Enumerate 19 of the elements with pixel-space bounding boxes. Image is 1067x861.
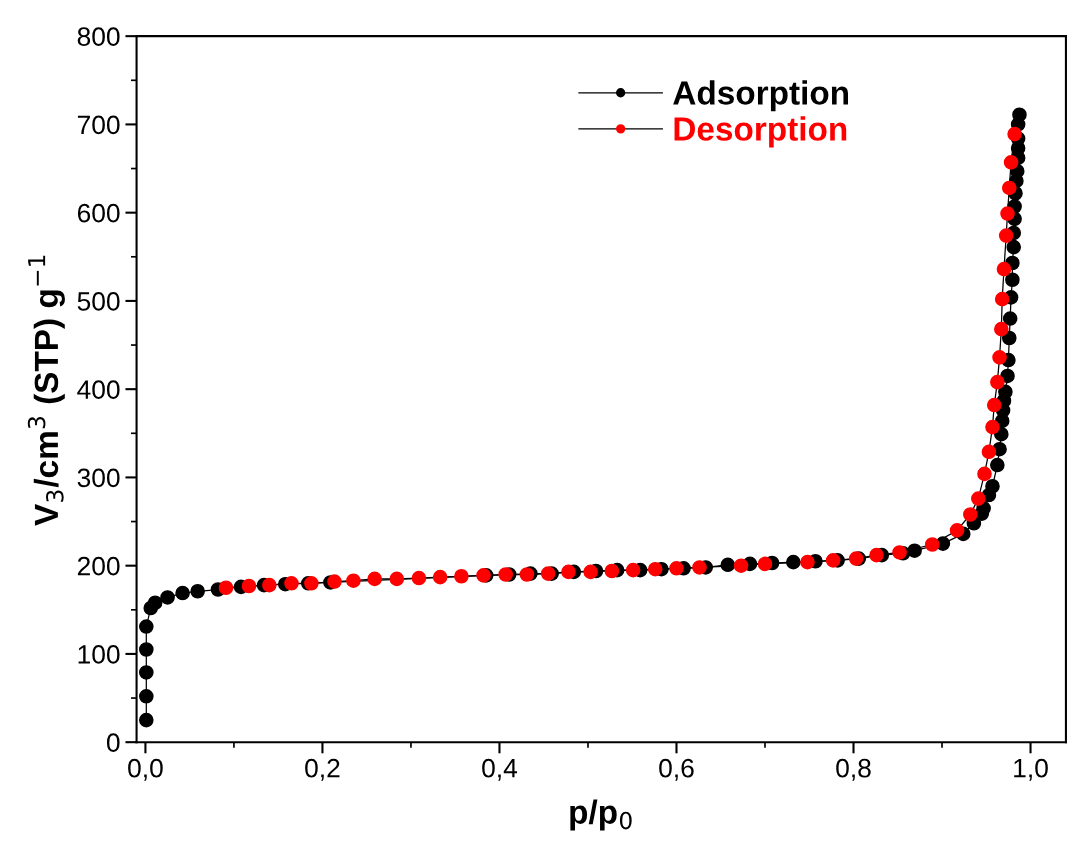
x-tick-label: 0,0 <box>128 758 163 781</box>
y-axis-title: V$_{3}$/cm$^{3}$ (STP) g$^{−1}$ <box>27 255 65 526</box>
y-tick-label: 300 <box>77 468 120 488</box>
y-tick-label: 400 <box>77 380 120 399</box>
y-tick-label: 0 <box>106 733 120 752</box>
x-tick-label: 0,6 <box>659 758 694 781</box>
y-tick-label: 800 <box>77 27 120 46</box>
x-tick-label: 0,4 <box>482 758 518 781</box>
x-tick-label: 0,8 <box>836 758 871 781</box>
y-tick-label: 500 <box>77 292 120 311</box>
legend-label: Adsorption <box>673 80 849 112</box>
y-tick-label: 200 <box>77 556 120 576</box>
x-tick-label: 1,0 <box>1014 758 1048 781</box>
y-tick-label: 600 <box>77 203 120 223</box>
x-axis-title: p/p$_{0}$ <box>570 799 632 831</box>
legend-label: Desorption <box>674 116 847 148</box>
x-tick-label: 0,2 <box>305 758 340 781</box>
y-tick-label: 100 <box>78 645 120 664</box>
y-tick-label: 700 <box>77 115 120 135</box>
